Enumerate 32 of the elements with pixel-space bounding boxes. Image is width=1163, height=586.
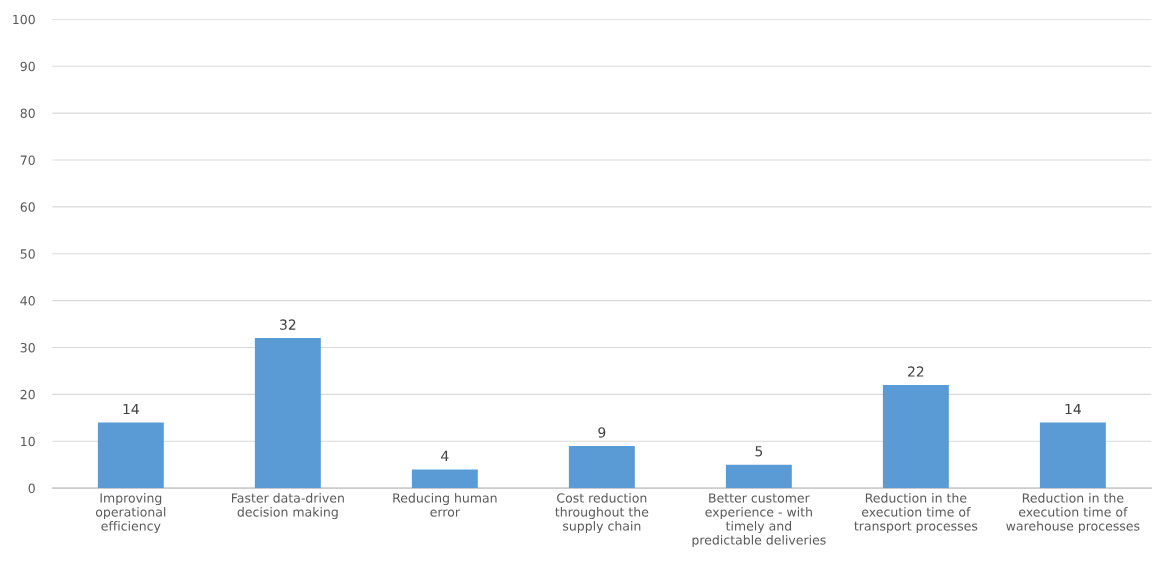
y-tick-label: 20: [20, 389, 35, 400]
bar: [254, 338, 321, 489]
x-tick-label: Faster data-driven decision making: [231, 493, 344, 520]
x-tick-label: Cost reduction throughout the supply chain: [555, 493, 649, 534]
y-tick-label: 90: [20, 61, 35, 72]
x-tick-label: Better customer experience - with timely and predictable deliveries: [692, 493, 826, 548]
bar: [568, 445, 635, 489]
y-tick-label: 40: [20, 296, 35, 306]
x-tick-label: Reduction in the execution time of transport processes: [854, 493, 978, 534]
data-label: 4: [441, 450, 449, 461]
bar: [411, 469, 478, 489]
y-tick-label: 60: [20, 202, 35, 212]
x-tick-label: Reducing human error: [393, 493, 497, 517]
y-tick-label: 30: [20, 342, 35, 353]
bar: [97, 422, 164, 489]
y-tick-label: 100: [13, 14, 35, 25]
y-tick-label: 10: [21, 436, 35, 447]
data-label: 14: [1065, 403, 1081, 415]
y-tick-label: 80: [20, 108, 35, 119]
y-tick-label: 0: [28, 483, 35, 494]
data-label: 22: [908, 366, 924, 377]
y-tick-label: 70: [20, 155, 35, 165]
data-label: 9: [598, 427, 606, 438]
data-label: 14: [123, 403, 139, 415]
data-label: 32: [280, 319, 296, 330]
x-tick-label: Improving operational efficiency: [95, 493, 166, 534]
bar: [1039, 422, 1106, 489]
bar: [882, 385, 949, 489]
y-tick-label: 50: [20, 249, 35, 259]
x-tick-label: Reduction in the execution time of warehouse processes: [1006, 493, 1140, 534]
bar: [725, 464, 792, 489]
data-label: 5: [755, 446, 763, 457]
